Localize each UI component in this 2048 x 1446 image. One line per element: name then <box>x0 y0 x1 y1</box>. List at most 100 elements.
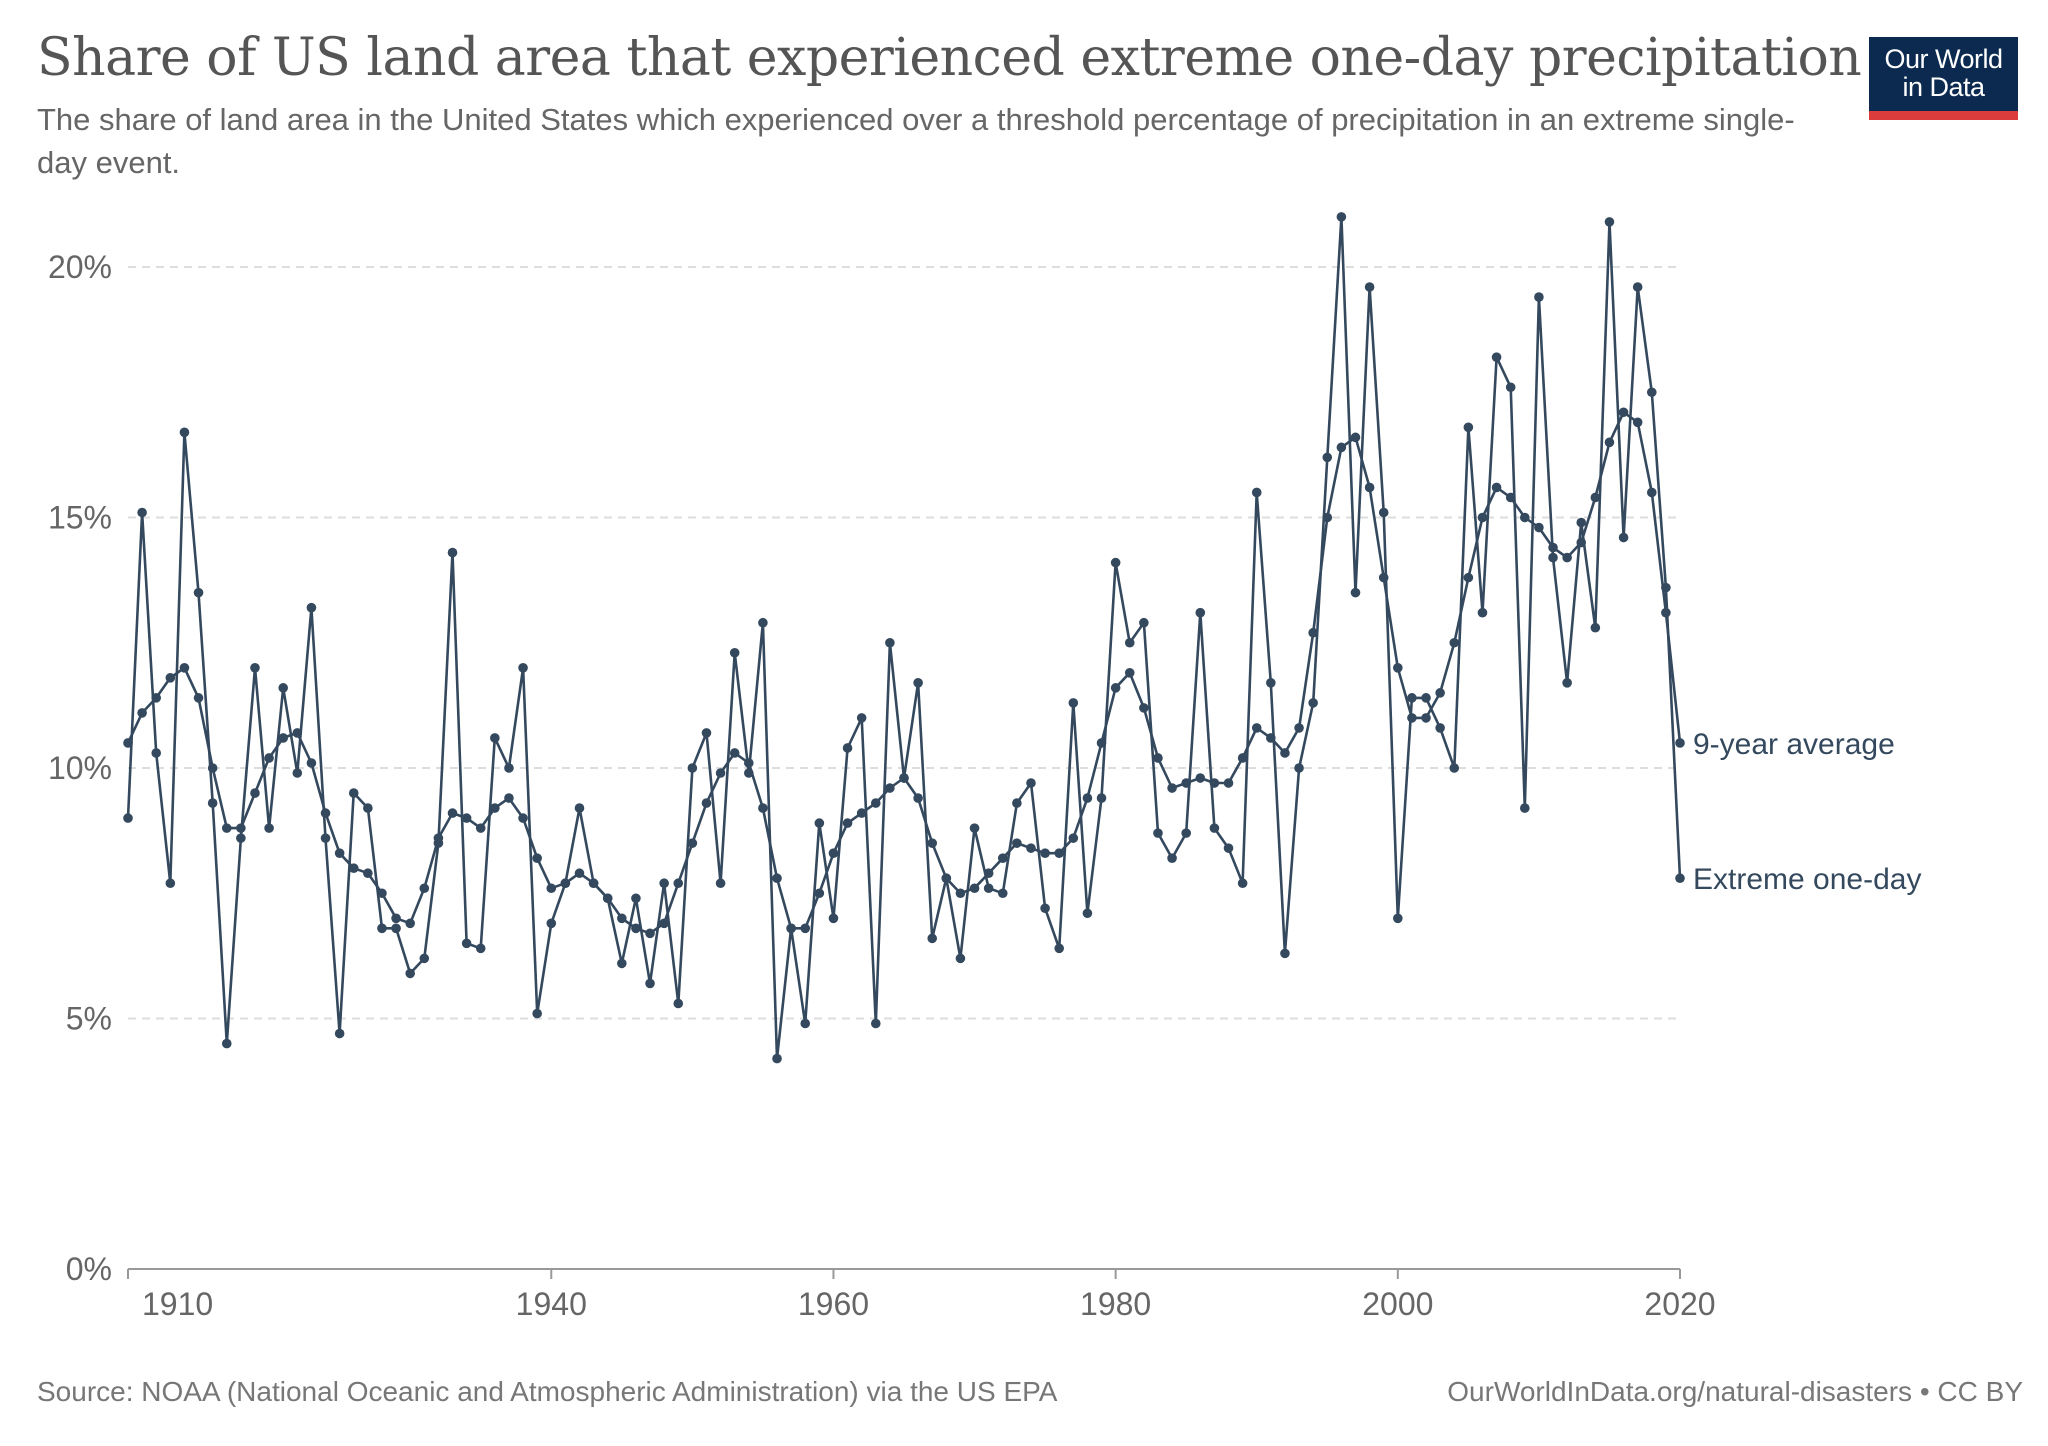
data-point[interactable] <box>1491 482 1502 493</box>
data-point[interactable] <box>1280 748 1290 758</box>
data-point[interactable] <box>1195 607 1206 618</box>
data-point[interactable] <box>1266 733 1276 743</box>
data-point[interactable] <box>1040 903 1050 914</box>
data-point[interactable] <box>997 888 1008 899</box>
data-point[interactable] <box>363 868 373 879</box>
data-point[interactable] <box>546 883 557 894</box>
data-point[interactable] <box>1407 693 1417 703</box>
data-point[interactable] <box>1237 753 1248 763</box>
data-point[interactable] <box>320 833 331 843</box>
data-point[interactable] <box>560 878 571 889</box>
data-point[interactable] <box>645 928 655 939</box>
data-point[interactable] <box>1012 838 1022 848</box>
data-point[interactable] <box>913 678 923 688</box>
data-point[interactable] <box>631 923 641 934</box>
data-point[interactable] <box>363 803 373 813</box>
data-point[interactable] <box>1280 948 1290 959</box>
data-point[interactable] <box>1350 587 1361 598</box>
data-point[interactable] <box>1209 823 1220 833</box>
data-point[interactable] <box>1604 437 1615 448</box>
data-point[interactable] <box>1449 637 1460 648</box>
data-point[interactable] <box>659 918 669 929</box>
data-point[interactable] <box>1534 292 1544 302</box>
data-point[interactable] <box>419 883 430 894</box>
data-point[interactable] <box>828 848 839 858</box>
data-point[interactable] <box>1618 532 1629 543</box>
data-point[interactable] <box>1110 683 1121 693</box>
data-point[interactable] <box>673 878 684 889</box>
data-point[interactable] <box>1026 778 1036 788</box>
data-point[interactable] <box>433 833 444 843</box>
data-point[interactable] <box>532 853 542 863</box>
data-point[interactable] <box>532 1008 542 1019</box>
data-point[interactable] <box>758 617 768 628</box>
data-point[interactable] <box>1181 828 1191 838</box>
data-point[interactable] <box>969 823 980 833</box>
data-point[interactable] <box>1209 778 1220 788</box>
data-point[interactable] <box>1590 622 1601 633</box>
data-point[interactable] <box>1562 678 1572 688</box>
data-point[interactable] <box>1082 908 1093 919</box>
data-point[interactable] <box>715 878 726 889</box>
data-point[interactable] <box>1576 517 1587 528</box>
data-point[interactable] <box>447 547 458 558</box>
data-point[interactable] <box>645 978 655 989</box>
data-point[interactable] <box>334 848 345 858</box>
data-point[interactable] <box>447 808 458 818</box>
data-point[interactable] <box>1153 828 1163 838</box>
data-point[interactable] <box>1124 637 1135 648</box>
data-point[interactable] <box>1223 778 1234 788</box>
data-point[interactable] <box>250 663 260 673</box>
data-point[interactable] <box>165 878 176 889</box>
data-point[interactable] <box>1675 738 1685 748</box>
data-point[interactable] <box>913 793 923 803</box>
data-point[interactable] <box>1576 537 1587 548</box>
data-point[interactable] <box>631 893 641 904</box>
data-point[interactable] <box>870 1018 881 1029</box>
data-point[interactable] <box>1646 487 1657 498</box>
data-point[interactable] <box>1520 803 1530 813</box>
data-point[interactable] <box>701 798 712 808</box>
data-point[interactable] <box>221 823 232 833</box>
data-point[interactable] <box>1096 738 1107 748</box>
data-point[interactable] <box>1604 217 1615 227</box>
data-point[interactable] <box>123 738 133 748</box>
data-point[interactable] <box>673 998 684 1009</box>
data-point[interactable] <box>927 933 938 944</box>
data-point[interactable] <box>927 838 938 848</box>
data-point[interactable] <box>602 893 613 904</box>
data-point[interactable] <box>348 788 359 798</box>
data-point[interactable] <box>236 833 246 843</box>
data-point[interactable] <box>729 647 740 658</box>
data-point[interactable] <box>772 873 782 884</box>
data-point[interactable] <box>504 763 514 773</box>
data-point[interactable] <box>983 883 994 894</box>
data-point[interactable] <box>1294 763 1304 773</box>
data-point[interactable] <box>1393 663 1403 673</box>
data-point[interactable] <box>475 823 486 833</box>
data-point[interactable] <box>1124 668 1135 678</box>
data-point[interactable] <box>1266 678 1276 688</box>
series-label[interactable]: Extreme one-day <box>1693 863 1921 896</box>
data-point[interactable] <box>1505 492 1516 503</box>
data-point[interactable] <box>1618 407 1629 418</box>
data-point[interactable] <box>221 1038 232 1049</box>
data-point[interactable] <box>1463 572 1474 583</box>
data-point[interactable] <box>137 507 147 518</box>
data-point[interactable] <box>870 798 881 808</box>
data-point[interactable] <box>574 803 585 813</box>
data-point[interactable] <box>1110 557 1121 568</box>
data-point[interactable] <box>151 748 162 758</box>
data-point[interactable] <box>687 838 698 848</box>
data-point[interactable] <box>969 883 980 894</box>
data-point[interactable] <box>292 768 303 778</box>
data-point[interactable] <box>264 753 274 763</box>
data-point[interactable] <box>1195 773 1206 783</box>
data-point[interactable] <box>179 427 190 438</box>
data-point[interactable] <box>1040 848 1050 858</box>
data-point[interactable] <box>1322 512 1333 523</box>
data-point[interactable] <box>814 818 825 828</box>
data-point[interactable] <box>405 918 415 929</box>
data-point[interactable] <box>899 773 909 783</box>
series-label[interactable]: 9-year average <box>1693 728 1895 761</box>
